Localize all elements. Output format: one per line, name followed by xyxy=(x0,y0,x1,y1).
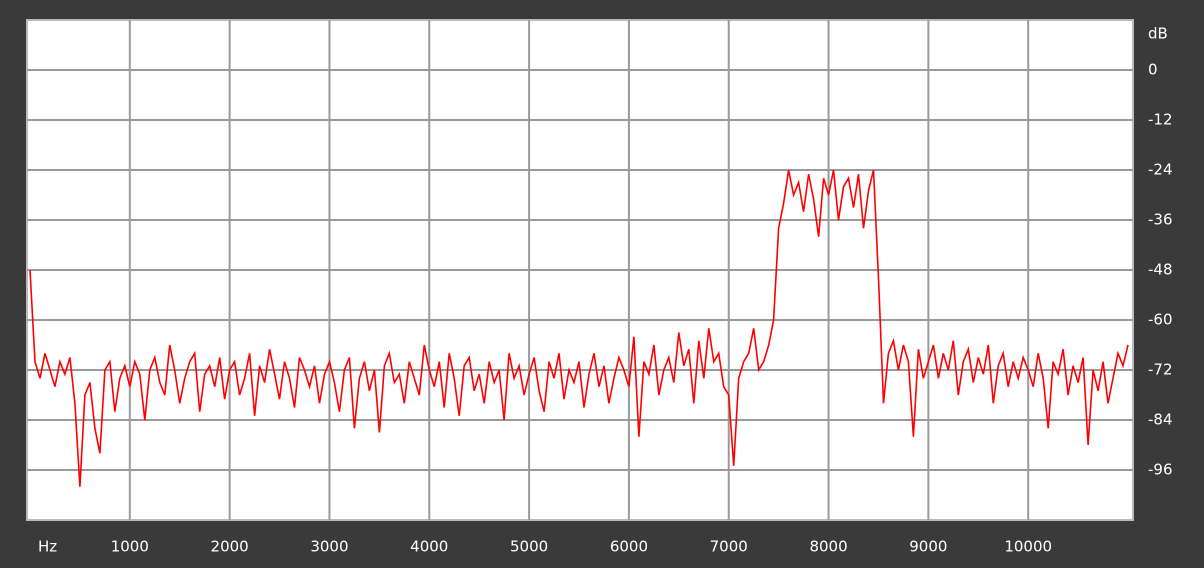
x-tick-label: 9000 xyxy=(909,538,947,556)
y-tick-label: -60 xyxy=(1148,311,1173,329)
y-tick-label: -24 xyxy=(1148,161,1173,179)
spectrum-line xyxy=(29,169,1129,487)
x-tick-label: 6000 xyxy=(610,538,648,556)
y-tick-label: 0 xyxy=(1148,61,1158,79)
x-tick-label: 1000 xyxy=(111,538,149,556)
x-tick-label: 4000 xyxy=(410,538,448,556)
y-tick-label: -12 xyxy=(1148,111,1173,129)
y-tick-label: -96 xyxy=(1148,461,1173,479)
x-axis-label: Hz xyxy=(38,538,57,556)
x-tick-label: 10000 xyxy=(1004,538,1052,556)
y-tick-label: -48 xyxy=(1148,261,1173,279)
x-tick-label: 7000 xyxy=(710,538,748,556)
y-tick-label: -72 xyxy=(1148,361,1173,379)
x-tick-label: 3000 xyxy=(310,538,348,556)
y-tick-label: -36 xyxy=(1148,211,1173,229)
x-tick-label: 2000 xyxy=(211,538,249,556)
y-axis-label: dB xyxy=(1148,25,1168,43)
x-tick-label: 8000 xyxy=(809,538,847,556)
y-tick-label: -84 xyxy=(1148,411,1173,429)
x-tick-label: 5000 xyxy=(510,538,548,556)
